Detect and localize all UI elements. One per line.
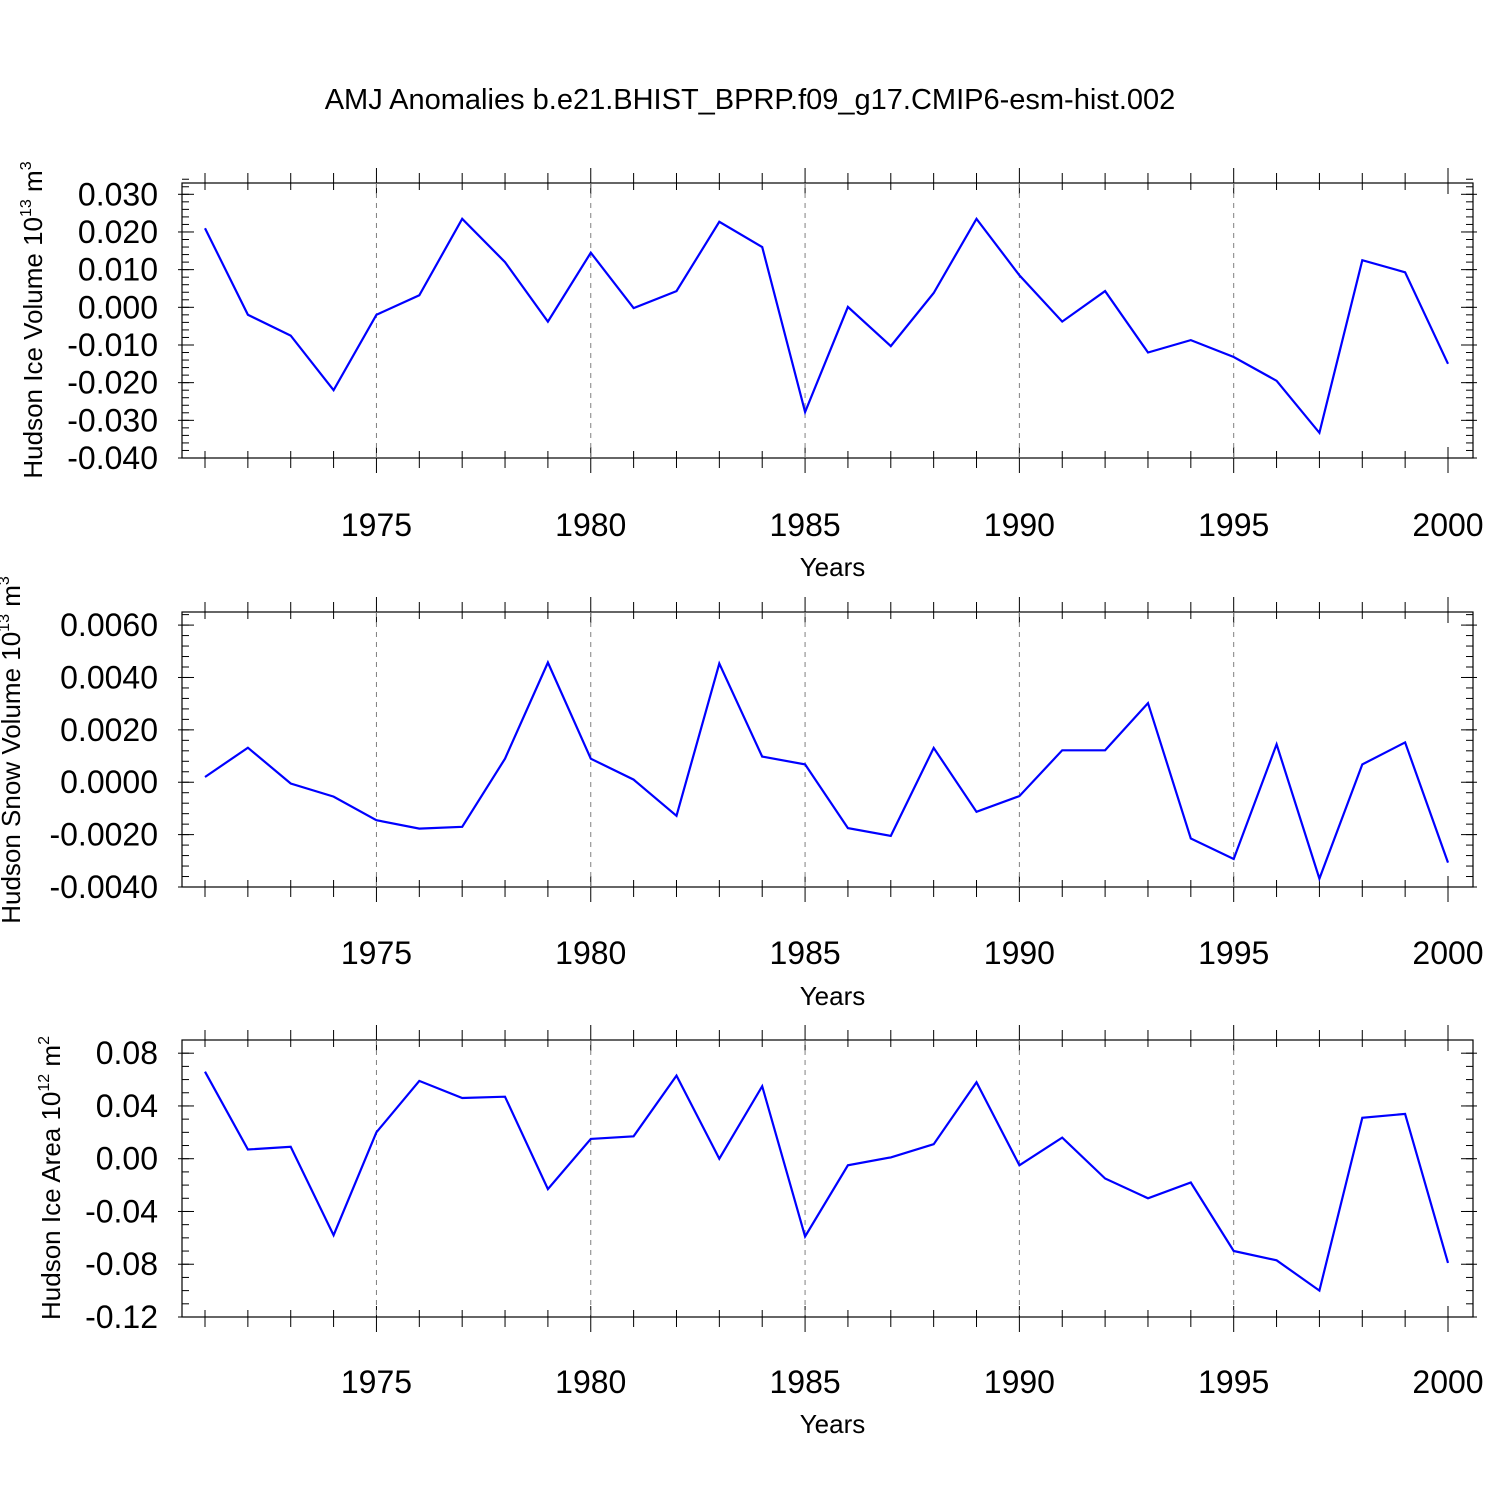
y-axis-label-exp: 12 bbox=[36, 1074, 53, 1092]
y-tick-label: 0.0060 bbox=[60, 607, 158, 643]
x-tick-label: 2000 bbox=[1412, 1364, 1483, 1400]
y-axis-label-exp: 13 bbox=[18, 199, 35, 217]
y-axis-label-unit: m bbox=[0, 585, 26, 614]
y-tick-label: 0.000 bbox=[78, 289, 158, 325]
y-tick-label: 0.0000 bbox=[60, 764, 158, 800]
x-tick-label: 1985 bbox=[769, 507, 840, 543]
plot-frame bbox=[181, 1039, 1474, 1318]
y-tick-label: 0.030 bbox=[78, 176, 158, 212]
y-tick-label: -0.12 bbox=[85, 1299, 158, 1335]
y-tick-label: 0.0020 bbox=[60, 712, 158, 748]
x-axis-label: Years bbox=[800, 552, 866, 582]
y-axis-label: Hudson Ice Volume 1013 m3 bbox=[18, 161, 48, 478]
y-axis-label-unit-exp: 3 bbox=[18, 161, 35, 170]
series-line bbox=[204, 659, 1450, 882]
y-tick-label: -0.040 bbox=[67, 440, 158, 476]
y-tick-label: -0.030 bbox=[67, 402, 158, 438]
x-tick-label: 1980 bbox=[555, 1364, 626, 1400]
y-tick-label: 0.00 bbox=[96, 1141, 158, 1177]
y-tick-label: -0.08 bbox=[85, 1246, 158, 1282]
x-tick-label: 1985 bbox=[769, 935, 840, 971]
series-line bbox=[204, 216, 1449, 436]
y-tick-label: 0.010 bbox=[78, 252, 158, 288]
plot-frame bbox=[181, 611, 1474, 888]
x-tick-label: 1990 bbox=[984, 507, 1055, 543]
y-tick-label: -0.010 bbox=[67, 327, 158, 363]
x-tick-label: 1990 bbox=[984, 1364, 1055, 1400]
y-axis-label-name: Hudson Ice Volume 10 bbox=[18, 217, 48, 479]
x-tick-label: 1995 bbox=[1198, 1364, 1269, 1400]
y-axis-label: Hudson Ice Area 1012 m2 bbox=[36, 1036, 66, 1320]
y-tick-label: -0.0040 bbox=[49, 869, 158, 905]
x-tick-label: 1995 bbox=[1198, 507, 1269, 543]
y-tick-label: 0.020 bbox=[78, 214, 158, 250]
chart-title: AMJ Anomalies b.e21.BHIST_BPRP.f09_g17.C… bbox=[324, 84, 1176, 116]
x-tick-label: 1980 bbox=[555, 935, 626, 971]
x-tick-label: 2000 bbox=[1412, 507, 1483, 543]
y-axis-label-unit: m bbox=[18, 170, 48, 199]
panel-1: 1975 1980 1985 1990 1995 2000-0.040-0.030-0.0… bbox=[18, 161, 1484, 582]
series-line bbox=[204, 1071, 1450, 1293]
x-tick-label: 1995 bbox=[1198, 935, 1269, 971]
x-axis-label: Years bbox=[800, 1409, 866, 1439]
y-axis-label: Hudson Snow Volume 1013 m3 bbox=[0, 576, 26, 924]
y-axis-label-name: Hudson Snow Volume 10 bbox=[0, 632, 26, 924]
y-axis-label-unit-exp: 3 bbox=[0, 576, 13, 585]
x-tick-label: 1975 bbox=[341, 935, 412, 971]
x-tick-label: 1975 bbox=[341, 507, 412, 543]
y-tick-label: 0.0040 bbox=[60, 659, 158, 695]
y-axis-label-unit-exp: 2 bbox=[36, 1036, 53, 1045]
panel-2: 1975 1980 1985 1990 1995 2000 -0.0040 -0.0020 0.… bbox=[0, 576, 1484, 1011]
x-axis-label: Years bbox=[800, 981, 866, 1011]
y-tick-label: -0.04 bbox=[85, 1193, 158, 1229]
x-tick-label: 1975 bbox=[341, 1364, 412, 1400]
x-tick-label: 1985 bbox=[769, 1364, 840, 1400]
x-tick-label: 1980 bbox=[555, 507, 626, 543]
y-tick-label: -0.0020 bbox=[49, 817, 158, 853]
y-axis-label-name: Hudson Ice Area 10 bbox=[36, 1092, 66, 1320]
y-tick-label: 0.08 bbox=[96, 1035, 158, 1071]
x-tick-label: 1990 bbox=[984, 935, 1055, 971]
y-tick-label: -0.020 bbox=[67, 365, 158, 401]
y-axis-label-exp: 13 bbox=[0, 614, 13, 632]
panel-3: 1975 1980 1985 1990 1995 2000 -0.12 -0.08 -0.04 0… bbox=[36, 1025, 1484, 1439]
y-axis-label-unit: m bbox=[36, 1045, 66, 1074]
plot-frame bbox=[181, 182, 1474, 459]
x-tick-label: 2000 bbox=[1412, 935, 1483, 971]
y-tick-label: 0.04 bbox=[96, 1088, 158, 1124]
